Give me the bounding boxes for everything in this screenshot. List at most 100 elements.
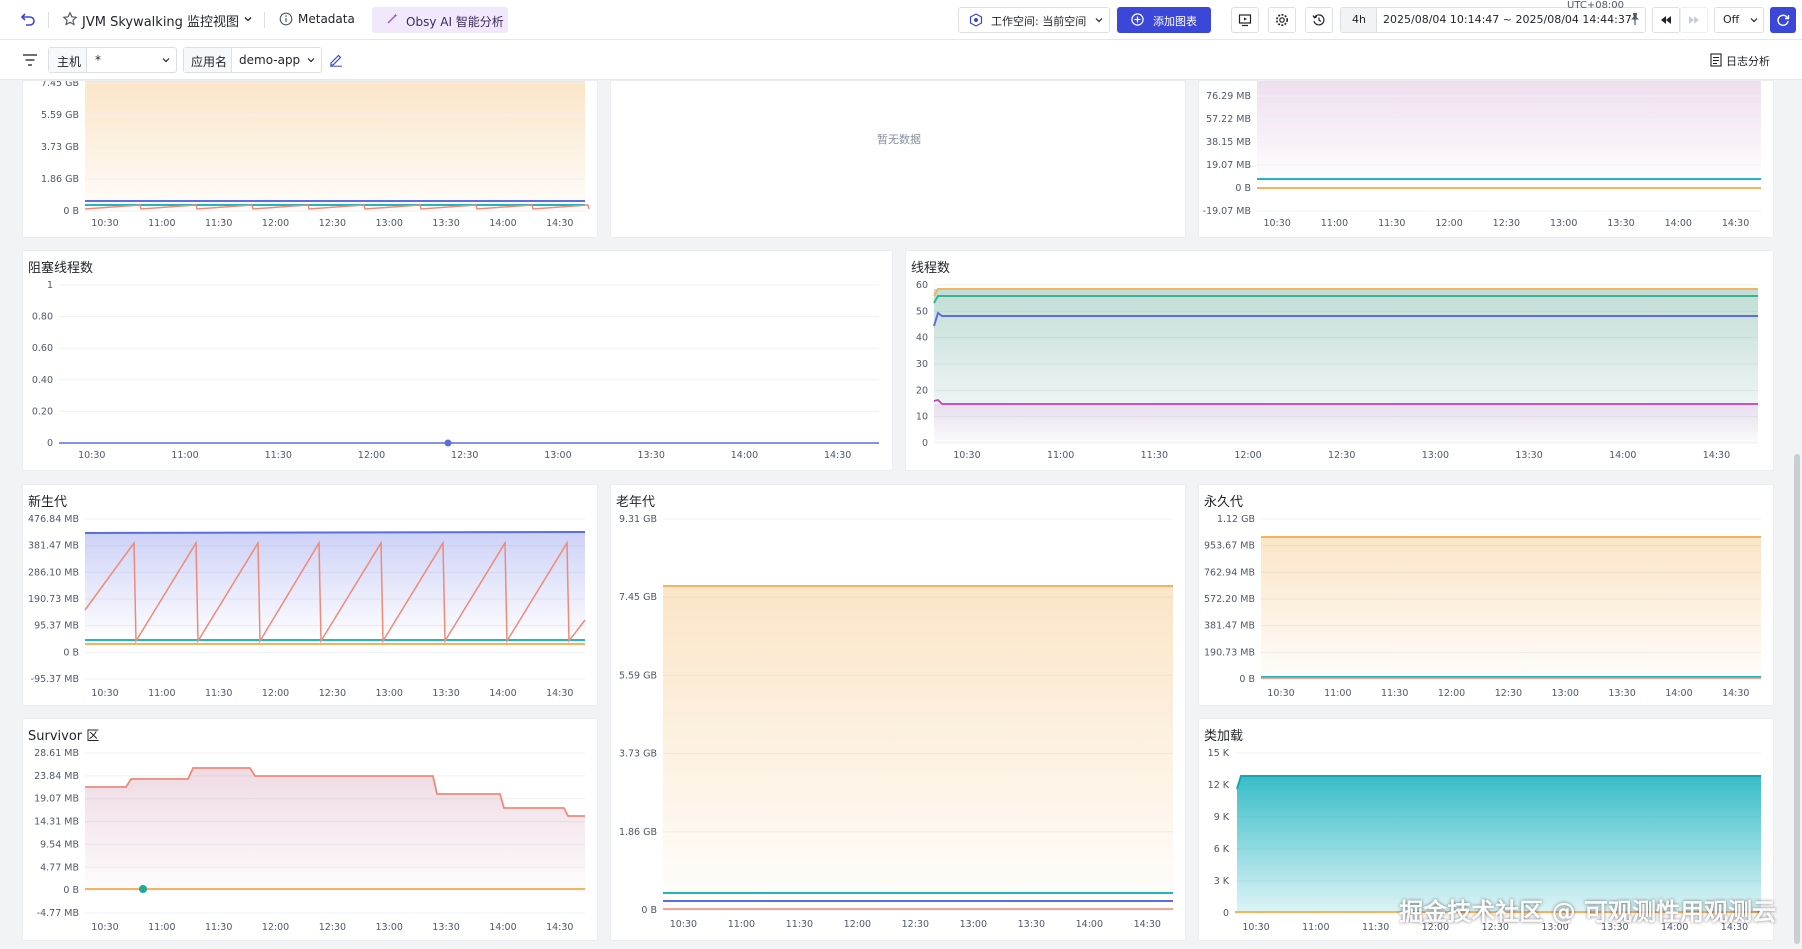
panel-title: 老年代: [616, 495, 656, 510]
x-tick-label: 13:00: [960, 919, 987, 930]
pin-icon[interactable]: [1629, 12, 1641, 29]
x-tick-label: 12:30: [319, 922, 346, 933]
chevron-down-icon: [1094, 14, 1104, 28]
settings-button[interactable]: [1268, 7, 1296, 33]
back-icon[interactable]: [20, 11, 36, 30]
chart-top-left: 7.45 GB 5.59 GB 3.73 GB 1.86 GB 0 B 10:30 11:0…: [41, 81, 590, 229]
series-area: [663, 586, 1173, 910]
history-button[interactable]: [1305, 7, 1333, 33]
add-chart-button[interactable]: 添加图表: [1117, 7, 1211, 33]
y-tick-label: 14.31 MB: [34, 817, 79, 828]
x-tick-label: 13:30: [1608, 688, 1635, 699]
edit-icon[interactable]: [329, 53, 343, 70]
y-tick-label: 15 K: [1208, 748, 1230, 759]
series-line: [933, 295, 1758, 304]
info-icon[interactable]: [279, 12, 293, 29]
metadata-button[interactable]: Metadata: [298, 12, 355, 26]
refresh-button[interactable]: [1770, 7, 1796, 33]
x-tick-label: 12:00: [1435, 218, 1462, 229]
star-icon[interactable]: [62, 11, 78, 30]
chart-class-loading: 15 K 12 K 9 K 6 K 3 K 0 10:30 11:00 11:30 12:00 12…: [1208, 748, 1761, 933]
filter-bar: 主机 * 应用名 demo-app 日志分析: [0, 40, 1802, 80]
y-tick-label: 0.60: [32, 343, 53, 354]
y-tick-label: 1.12 GB: [1217, 514, 1255, 525]
time-range-picker[interactable]: 4h 2025/08/04 10:14:47 ~ 2025/08/04 14:4…: [1340, 7, 1646, 33]
y-tick-label: 3 K: [1214, 876, 1230, 887]
obsy-ai-button[interactable]: Obsy AI 智能分析: [372, 7, 508, 33]
chevron-down-icon[interactable]: [242, 13, 254, 28]
y-tick-label: 60: [916, 280, 928, 291]
time-shortcut-badge[interactable]: [1341, 8, 1377, 32]
chevron-down-icon: [161, 54, 171, 68]
x-tick-label: 14:30: [824, 450, 851, 461]
y-tick-label: 10: [916, 412, 928, 423]
host-filter-label: 主机: [57, 55, 82, 69]
series-area: [1257, 81, 1761, 179]
y-tick-label: 30: [916, 359, 928, 370]
x-tick-label: 12:00: [262, 218, 289, 229]
x-tick-label: 14:30: [546, 218, 573, 229]
panel-top-left: 7.45 GB 5.59 GB 3.73 GB 1.86 GB 0 B 10:30 11:0…: [22, 80, 598, 238]
series-line: [933, 311, 1758, 327]
x-tick-label: 11:00: [1047, 450, 1074, 461]
series-area: [85, 81, 585, 211]
x-tick-label: 14:00: [489, 688, 516, 699]
y-tick-label: 50: [916, 306, 928, 317]
y-tick-label: 1: [47, 280, 53, 291]
y-tick-label: 40: [916, 333, 928, 344]
magic-wand-icon: [386, 13, 398, 28]
y-tick-label: 286.10 MB: [28, 567, 79, 578]
x-tick-label: 12:00: [358, 450, 385, 461]
log-analysis-icon[interactable]: [1710, 53, 1722, 70]
x-tick-label: 13:30: [1018, 919, 1045, 930]
step-forward-button[interactable]: [1680, 7, 1708, 33]
x-tick-label: 14:00: [1661, 922, 1688, 933]
y-tick-label: 0: [1223, 908, 1229, 919]
panel-title: 永久代: [1204, 495, 1244, 510]
host-filter[interactable]: 主机 *: [48, 47, 177, 73]
dashboard-title[interactable]: JVM Skywalking 监控视图: [82, 15, 240, 30]
data-point: [444, 439, 452, 447]
log-analysis-button[interactable]: 日志分析: [1726, 55, 1770, 68]
series-area: [934, 404, 1758, 443]
refresh-interval-select[interactable]: Off: [1714, 7, 1764, 33]
x-tick-label: 14:00: [1609, 450, 1636, 461]
watermark: 掘金技术社区 @ 可观测性用观测云: [1399, 898, 1776, 926]
fullscreen-button[interactable]: [1231, 7, 1259, 33]
x-tick-label: 14:30: [1722, 218, 1749, 229]
y-tick-label: 0: [47, 438, 53, 449]
top-toolbar: JVM Skywalking 监控视图 Metadata Obsy AI 智能分…: [0, 0, 1802, 40]
x-tick-label: 12:00: [1438, 688, 1465, 699]
series-area: [1261, 537, 1761, 679]
x-tick-label: 14:00: [1665, 688, 1692, 699]
x-tick-label: 12:00: [1234, 450, 1261, 461]
x-tick-label: 12:30: [1328, 450, 1355, 461]
x-tick-label: 13:00: [544, 450, 571, 461]
chart-top-right: 76.29 MB 57.22 MB 38.15 MB 19.07 MB 0 B -19.0…: [1203, 81, 1761, 229]
x-tick-label: 11:00: [1302, 922, 1329, 933]
x-tick-label: 12:30: [1495, 688, 1522, 699]
monitor-icon: [1238, 14, 1252, 27]
panel-class-loading: 15 K 12 K 9 K 6 K 3 K 0 10:30 11:00 11:30 12:00 12…: [1198, 718, 1774, 941]
x-tick-label: 14:00: [731, 450, 758, 461]
panel-top-mid: 暂无数据: [610, 80, 1186, 238]
x-tick-label: 12:30: [451, 450, 478, 461]
x-tick-label: 13:00: [1552, 688, 1579, 699]
host-filter-value[interactable]: *: [95, 53, 101, 67]
panel-thread-count: 60 50 40 30 20 10 0 10:30 11:00 11:30 12:00 12:30 13…: [905, 250, 1774, 471]
time-range-text: 2025/08/04 10:14:47 ~ 2025/08/04 14:44:3…: [1383, 13, 1632, 26]
app-filter[interactable]: 应用名 demo-app: [183, 47, 322, 73]
chevron-down-icon: [1749, 14, 1759, 28]
page-scrollbar[interactable]: [1794, 454, 1800, 944]
step-back-button[interactable]: [1652, 7, 1680, 33]
panel-perm-gen: 1.12 GB 953.67 MB 762.94 MB 572.20 MB 381.47…: [1198, 484, 1774, 706]
chart-thread-count: 60 50 40 30 20 10 0 10:30 11:00 11:30 12:00 12:30 13…: [916, 280, 1758, 461]
app-filter-value[interactable]: demo-app: [239, 53, 301, 67]
workspace-selector[interactable]: 工作空间: 当前空间: [958, 7, 1110, 33]
x-tick-label: 14:30: [546, 688, 573, 699]
x-tick-label: 12:30: [319, 688, 346, 699]
series-line: [84, 540, 586, 644]
x-tick-label: 12:00: [262, 922, 289, 933]
filter-icon[interactable]: [22, 53, 38, 70]
chart-survivor: 28.61 MB 23.84 MB 19.07 MB 14.31 MB 9.54 MB 4…: [34, 748, 585, 933]
